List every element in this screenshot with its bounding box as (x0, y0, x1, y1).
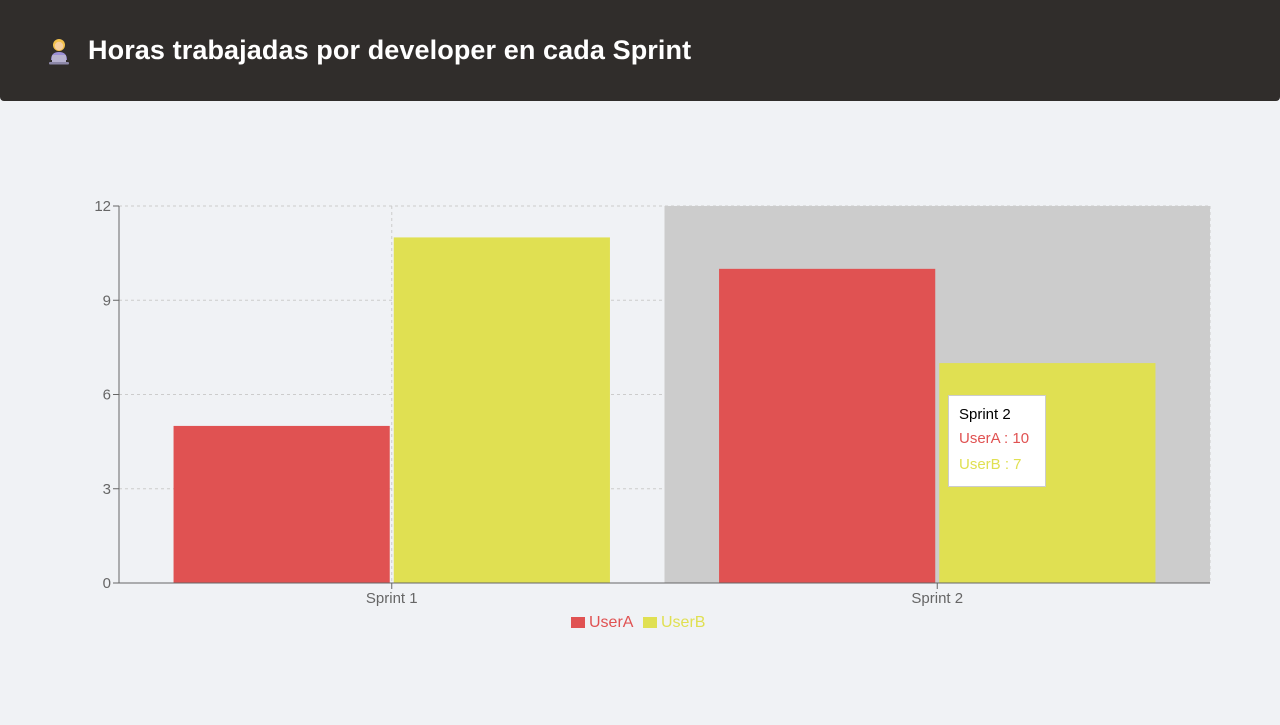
bar-userb-sprint-1[interactable] (393, 237, 610, 583)
header-bar: Horas trabajadas por developer en cada S… (0, 0, 1280, 101)
tooltip-row-userb: UserB : 7 (959, 456, 1022, 473)
bar-usera-sprint-1[interactable] (173, 425, 390, 583)
x-tick-label: Sprint 2 (911, 590, 963, 607)
person-at-laptop-icon (44, 36, 74, 66)
page-title: Horas trabajadas por developer en cada S… (88, 35, 692, 65)
legend-label-userb[interactable]: UserB (661, 614, 705, 631)
y-tick-label: 6 (103, 387, 111, 404)
chart-tooltip: Sprint 2 UserA : 10 UserB : 7 (948, 395, 1046, 487)
y-tick-label: 3 (103, 481, 111, 498)
bar-usera-sprint-2[interactable] (719, 268, 936, 583)
tooltip-row-usera: UserA : 10 (959, 430, 1030, 447)
y-tick-label: 9 (103, 292, 111, 309)
chart-area: 0 3 6 9 12 Sprint 1 Sprint 2 UserA UserB Sprint … (0, 101, 1280, 720)
legend-swatch-usera[interactable] (571, 617, 585, 628)
y-tick-label: 12 (94, 198, 111, 215)
x-tick-label: Sprint 1 (366, 590, 418, 607)
tooltip-title: Sprint 2 (959, 406, 1011, 423)
legend-label-usera[interactable]: UserA (589, 614, 634, 631)
y-tick-label: 0 (103, 575, 111, 592)
bar-chart[interactable]: 0 3 6 9 12 Sprint 1 Sprint 2 UserA UserB (0, 101, 1280, 720)
legend-swatch-userb[interactable] (643, 617, 657, 628)
